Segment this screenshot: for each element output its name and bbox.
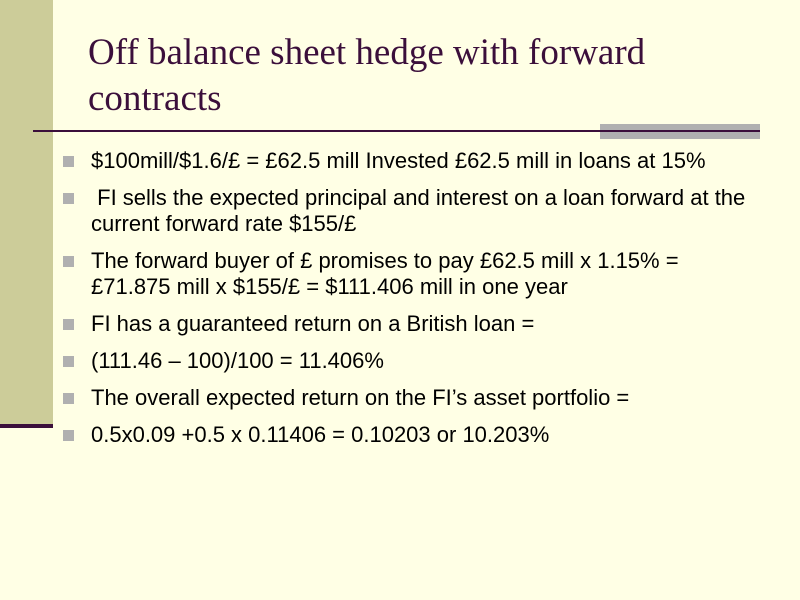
square-bullet-icon	[63, 256, 74, 267]
square-bullet-icon	[63, 193, 74, 204]
bullet-text: FI has a guaranteed return on a British …	[91, 311, 535, 336]
square-bullet-icon	[63, 319, 74, 330]
bullet-text: The overall expected return on the FI’s …	[91, 385, 630, 410]
bullet-list: $100mill/$1.6/£ = £62.5 mill Invested £6…	[62, 148, 762, 459]
square-bullet-icon	[63, 393, 74, 404]
bullet-text: The forward buyer of £ promises to pay £…	[91, 248, 679, 299]
divider-accent-line	[600, 130, 760, 132]
bullet-item: $100mill/$1.6/£ = £62.5 mill Invested £6…	[62, 148, 762, 174]
bullet-text: $100mill/$1.6/£ = £62.5 mill Invested £6…	[91, 148, 706, 173]
bullet-item: The overall expected return on the FI’s …	[62, 385, 762, 411]
square-bullet-icon	[63, 356, 74, 367]
bullet-item: (111.46 – 100)/100 = 11.406%	[62, 348, 762, 374]
bullet-item: 0.5x0.09 +0.5 x 0.11406 = 0.10203 or 10.…	[62, 422, 762, 448]
title-divider	[33, 130, 760, 132]
sidebar-decoration	[0, 0, 53, 425]
slide-title: Off balance sheet hedge with forward con…	[88, 32, 646, 119]
bullet-item: FI has a guaranteed return on a British …	[62, 311, 762, 337]
bullet-text: 0.5x0.09 +0.5 x 0.11406 = 0.10203 or 10.…	[91, 422, 550, 447]
bullet-item: FI sells the expected principal and inte…	[62, 185, 762, 237]
sidebar-accent-line	[0, 424, 53, 428]
bullet-text: FI sells the expected principal and inte…	[91, 185, 752, 236]
square-bullet-icon	[63, 156, 74, 167]
bullet-text: (111.46 – 100)/100 = 11.406%	[91, 348, 384, 373]
bullet-item: The forward buyer of £ promises to pay £…	[62, 248, 762, 300]
square-bullet-icon	[63, 430, 74, 441]
